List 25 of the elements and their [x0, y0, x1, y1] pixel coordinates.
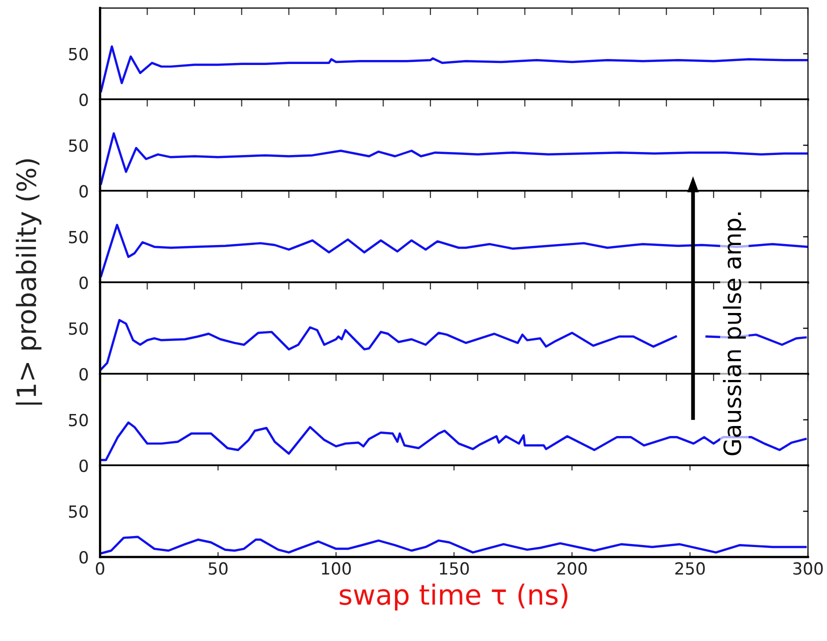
x-tick-label: 300	[793, 562, 823, 575]
y-tick-label: 0	[79, 368, 88, 381]
x-tick-label: 200	[557, 562, 587, 575]
line-series	[100, 536, 807, 554]
y-tick-label: 50	[69, 505, 88, 518]
y-tick-label: 0	[79, 93, 88, 106]
y-tick-label: 50	[69, 139, 88, 152]
line-series	[100, 132, 808, 185]
x-tick-label: 50	[208, 562, 228, 575]
annotation: Gaussian pulse amp.	[722, 212, 746, 456]
y-tick-label: 0	[79, 550, 88, 564]
y-tick-label: 0	[79, 459, 88, 472]
x-tick-label: 100	[322, 562, 351, 575]
x-tick-label: 0	[96, 562, 104, 575]
y-tick-label: 50	[69, 322, 88, 335]
y-axis-title: |1> probability (%)	[16, 159, 42, 405]
x-axis-title: swap time τ (ns)	[340, 584, 568, 610]
line-series	[100, 45, 808, 92]
x-tick-label: 250	[675, 562, 705, 575]
y-tick-label: 50	[69, 230, 88, 244]
x-tick-label: 150	[440, 562, 469, 575]
y-tick-label: 50	[69, 48, 88, 60]
y-tick-label: 0	[79, 276, 88, 290]
y-tick-label: 50	[69, 414, 88, 426]
y-tick-label: 0	[79, 184, 88, 198]
